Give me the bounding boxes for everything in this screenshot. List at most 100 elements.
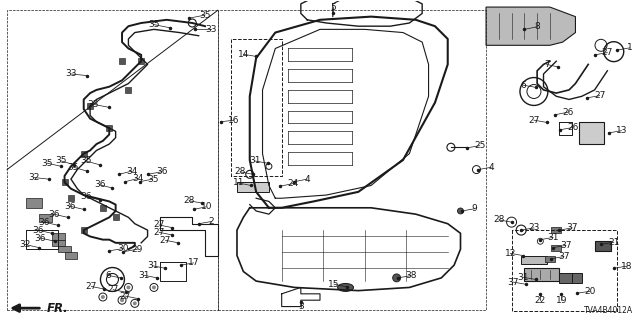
Circle shape	[393, 274, 401, 282]
Text: 31: 31	[547, 233, 559, 242]
Text: 27: 27	[528, 116, 540, 125]
Text: 21: 21	[608, 238, 620, 247]
Text: 36: 36	[64, 202, 76, 211]
Text: 26: 26	[562, 108, 573, 117]
Text: 36: 36	[156, 167, 168, 176]
Text: 10: 10	[200, 202, 212, 211]
Text: 36: 36	[80, 192, 92, 201]
Text: 2: 2	[209, 217, 214, 226]
Text: 1: 1	[627, 43, 632, 52]
Bar	[52, 233, 65, 240]
Text: 27: 27	[160, 236, 171, 245]
Bar	[106, 125, 112, 131]
Text: TVA4B4012A: TVA4B4012A	[584, 306, 633, 315]
Text: 37: 37	[507, 277, 518, 286]
Polygon shape	[486, 7, 575, 45]
Text: 27: 27	[108, 285, 119, 294]
Bar	[39, 214, 52, 222]
Text: 25: 25	[474, 141, 485, 150]
Text: 34: 34	[132, 174, 144, 183]
Text: 27: 27	[120, 292, 131, 300]
Text: 34: 34	[126, 167, 138, 176]
Bar	[521, 256, 547, 264]
Bar	[68, 195, 74, 201]
Text: 5: 5	[330, 3, 335, 12]
Text: 36: 36	[35, 234, 46, 243]
Text: 28: 28	[234, 167, 246, 176]
Text: 27: 27	[86, 282, 97, 291]
Text: 35: 35	[42, 159, 53, 168]
Text: 27: 27	[602, 48, 613, 57]
Text: 14: 14	[237, 50, 249, 59]
Circle shape	[152, 285, 156, 289]
Text: 35: 35	[80, 156, 92, 165]
Bar	[138, 58, 144, 64]
Bar	[551, 227, 561, 233]
Bar	[58, 246, 71, 252]
Bar	[26, 198, 42, 208]
Text: 35: 35	[199, 11, 211, 20]
Text: 11: 11	[232, 179, 244, 188]
Text: 9: 9	[472, 204, 477, 213]
Bar	[125, 87, 131, 93]
Text: 24: 24	[287, 179, 299, 188]
Text: 3: 3	[298, 302, 304, 311]
Text: 33: 33	[65, 69, 77, 78]
Text: 17: 17	[188, 259, 199, 268]
Bar	[119, 58, 125, 64]
Bar	[524, 268, 559, 281]
Bar	[572, 273, 582, 283]
Text: 22: 22	[534, 296, 546, 305]
Bar	[579, 122, 604, 144]
Circle shape	[101, 295, 105, 299]
Text: 19: 19	[556, 296, 567, 305]
Text: 18: 18	[621, 261, 632, 271]
Ellipse shape	[337, 284, 353, 292]
Circle shape	[458, 208, 463, 214]
Text: 16: 16	[228, 116, 239, 125]
Text: 27: 27	[154, 228, 164, 237]
Text: 23: 23	[528, 223, 540, 232]
Text: 26: 26	[567, 123, 579, 132]
Text: 31: 31	[249, 156, 260, 165]
Bar	[81, 227, 86, 233]
Text: 29: 29	[132, 245, 143, 254]
Text: 27: 27	[594, 91, 605, 100]
Bar	[551, 244, 561, 251]
Circle shape	[120, 298, 124, 302]
Text: 35: 35	[56, 156, 67, 165]
Bar	[87, 103, 93, 109]
Text: 35: 35	[148, 20, 160, 29]
Text: 36: 36	[38, 218, 50, 227]
Bar	[559, 273, 572, 283]
Bar	[100, 205, 106, 211]
Text: 37: 37	[566, 223, 578, 232]
Bar	[81, 151, 86, 156]
Text: 13: 13	[616, 126, 627, 135]
Text: 36: 36	[48, 210, 60, 219]
Text: 30: 30	[118, 244, 129, 253]
Text: 15: 15	[328, 280, 340, 289]
Text: 32: 32	[28, 173, 40, 182]
Bar	[52, 240, 65, 246]
Text: 33: 33	[88, 100, 99, 109]
Text: 31: 31	[139, 271, 150, 280]
Text: 31: 31	[147, 261, 159, 270]
Text: 35: 35	[67, 163, 79, 172]
Text: 27: 27	[154, 220, 164, 229]
Text: 6: 6	[105, 271, 111, 280]
Text: 36: 36	[32, 226, 44, 235]
Text: 20: 20	[584, 287, 596, 296]
Bar	[545, 256, 555, 262]
Bar	[237, 182, 269, 192]
Bar	[113, 214, 118, 220]
Text: 37: 37	[560, 241, 572, 250]
Text: 31: 31	[517, 273, 529, 282]
Text: 12: 12	[504, 249, 516, 258]
Bar	[61, 179, 68, 185]
Text: 32: 32	[19, 240, 31, 249]
Text: 28: 28	[493, 215, 504, 224]
Text: 36: 36	[94, 180, 106, 189]
Circle shape	[127, 285, 131, 289]
Text: 37: 37	[558, 252, 570, 261]
